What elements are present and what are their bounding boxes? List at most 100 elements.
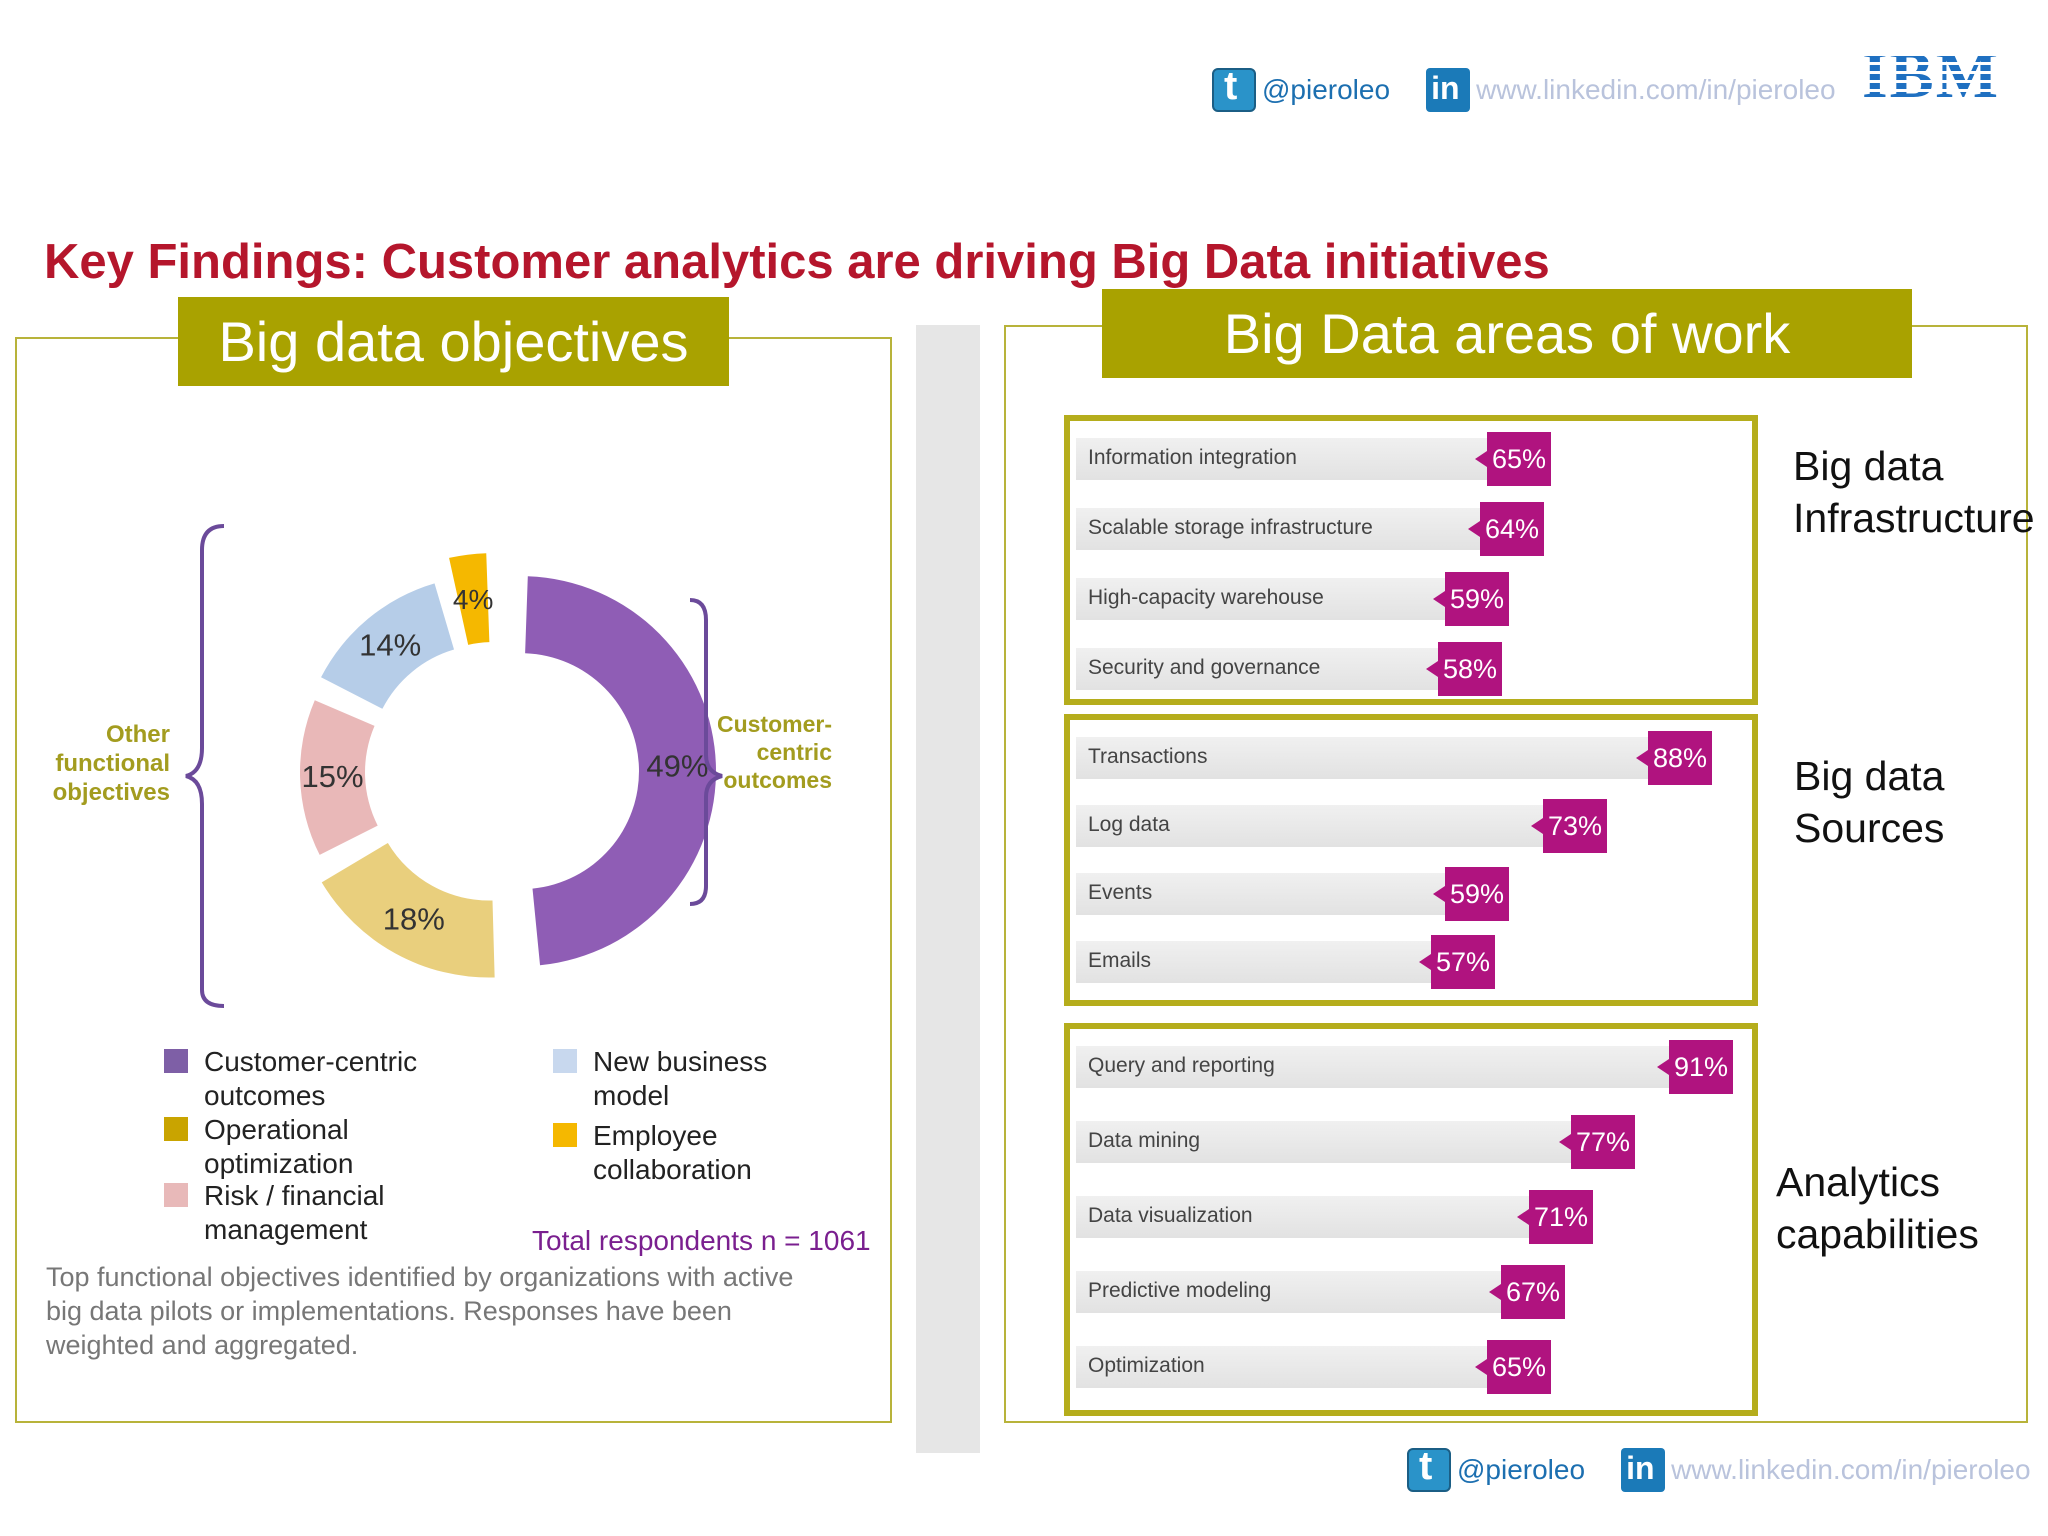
- bar-category-label: Scalable storage infrastructure: [1088, 516, 1373, 539]
- bar-row: Security and governance 58%: [1076, 642, 1502, 696]
- legend-label: model: [593, 1080, 670, 1111]
- bar-value-label: 73%: [1531, 799, 1607, 853]
- social-bar-bottom: @pieroleo www.linkedin.com/in/pieroleo: [1407, 1444, 2031, 1492]
- bar-group-title-line: Big data: [1794, 753, 1945, 799]
- bar-row: Scalable storage infrastructure 64%: [1076, 502, 1544, 556]
- bar-group-title-line: Big data: [1793, 443, 1944, 489]
- bar-row: Predictive modeling 67%: [1076, 1265, 1565, 1319]
- customer-centric-label: Customer- centric outcomes: [706, 710, 832, 794]
- legend-label: Customer-centric: [204, 1046, 418, 1077]
- legend-col-1: Customer-centric outcomes Operational opti…: [164, 1045, 417, 1247]
- objectives-header: Big data objectives: [178, 297, 729, 386]
- bar-value-label: 64%: [1468, 502, 1544, 556]
- donut-value-label: 18%: [383, 902, 445, 937]
- bar-track: [1076, 1121, 1579, 1163]
- bar-group-title: Big data Infrastructure: [1793, 440, 2035, 544]
- bar-value-label: 65%: [1475, 432, 1551, 486]
- legend-swatch: [164, 1183, 188, 1207]
- bar-track: [1076, 578, 1453, 620]
- bar-group-title: Analytics capabilities: [1776, 1156, 1979, 1260]
- total-respondents: Total respondents n = 1061: [532, 1225, 871, 1256]
- bar-category-label: Log data: [1088, 813, 1170, 836]
- legend-label: Risk / financial: [204, 1180, 385, 1211]
- bar-group-title-line: Analytics: [1776, 1159, 1941, 1205]
- legend-item-operational: Operational optimization: [164, 1113, 417, 1181]
- donut-value-label: 4%: [453, 584, 493, 615]
- bar-category-label: Query and reporting: [1088, 1054, 1275, 1077]
- donut-value-label: 14%: [359, 627, 421, 662]
- bar-track: [1076, 648, 1446, 690]
- bar-group-title-line: capabilities: [1776, 1211, 1979, 1257]
- legend-col-2: New business model Employee collaboration: [553, 1045, 767, 1187]
- bar-row: Log data 73%: [1076, 799, 1607, 853]
- bar-category-label: Data visualization: [1088, 1204, 1253, 1227]
- bar-row: High-capacity warehouse 59%: [1076, 572, 1509, 626]
- bar-value-label: 91%: [1657, 1040, 1733, 1094]
- legend-label: New business: [593, 1046, 768, 1077]
- ibm-logo: IBM: [1862, 39, 2000, 112]
- bar-track: [1076, 438, 1495, 480]
- legend-label: optimization: [204, 1148, 354, 1179]
- bar-group-title: Big data Sources: [1794, 750, 1944, 854]
- customer-centric-line: centric: [756, 739, 832, 765]
- bar-value-label: 67%: [1489, 1265, 1565, 1319]
- bar-value-label: 57%: [1419, 935, 1495, 989]
- social-bar-top: @pieroleo www.linkedin.com/in/pieroleo: [1212, 64, 1836, 112]
- areas-header: Big Data areas of work: [1102, 289, 1912, 378]
- linkedin-icon[interactable]: [1426, 68, 1471, 112]
- bar-track: [1076, 873, 1453, 915]
- legend-item-employee: Employee collaboration: [553, 1119, 767, 1187]
- linkedin-icon[interactable]: [1621, 1448, 1666, 1492]
- bar-row: Optimization 65%: [1076, 1340, 1551, 1394]
- bar-value-label: 65%: [1475, 1340, 1551, 1394]
- donut-value-label: 15%: [302, 759, 364, 794]
- twitter-handle[interactable]: @pieroleo: [1262, 74, 1391, 105]
- other-objectives-label: Other functional objectives: [40, 720, 170, 807]
- right-brace: [689, 598, 723, 906]
- donut-slice: [449, 553, 490, 645]
- bar-row: Query and reporting 91%: [1076, 1040, 1733, 1094]
- bar-track: [1076, 508, 1488, 550]
- bar-track: [1076, 941, 1439, 983]
- bar-value-label: 88%: [1636, 731, 1712, 785]
- bar-value-label: 59%: [1433, 867, 1509, 921]
- legend-item-risk: Risk / financial management: [164, 1179, 417, 1247]
- bar-category-label: Security and governance: [1088, 656, 1321, 679]
- other-objectives-line: Other: [105, 721, 170, 748]
- legend-item-new-business: New business model: [553, 1045, 767, 1113]
- bar-row: Data visualization 71%: [1076, 1190, 1593, 1244]
- legend-swatch: [553, 1123, 577, 1147]
- legend-swatch: [164, 1049, 188, 1073]
- bar-value-label: 71%: [1517, 1190, 1593, 1244]
- legend-label: Employee: [593, 1120, 718, 1151]
- donut-slice: [321, 842, 495, 978]
- bar-track: [1076, 1196, 1537, 1238]
- legend-swatch: [553, 1049, 577, 1073]
- linkedin-url[interactable]: www.linkedin.com/in/pieroleo: [1671, 1454, 2031, 1485]
- bar-category-label: Events: [1088, 881, 1153, 904]
- bar-value-label: 58%: [1426, 642, 1502, 696]
- bar-value-label: 77%: [1559, 1115, 1635, 1169]
- bar-track: [1076, 1046, 1677, 1088]
- legend-label: outcomes: [204, 1080, 326, 1111]
- objectives-donut-chart: 49% 18% 15% 14% 4%: [185, 524, 723, 1008]
- donut-slice: [300, 700, 378, 855]
- legend-label: collaboration: [593, 1154, 752, 1185]
- other-objectives-line: functional: [55, 750, 170, 777]
- twitter-handle[interactable]: @pieroleo: [1457, 1454, 1586, 1485]
- twitter-icon[interactable]: [1212, 64, 1256, 112]
- donut-value-label: 49%: [646, 748, 708, 783]
- linkedin-url[interactable]: www.linkedin.com/in/pieroleo: [1476, 74, 1836, 105]
- customer-centric-line: outcomes: [723, 767, 832, 793]
- bar-category-label: Predictive modeling: [1088, 1279, 1272, 1302]
- twitter-icon[interactable]: [1407, 1444, 1451, 1492]
- bar-track: [1076, 1346, 1495, 1388]
- bar-category-label: Emails: [1088, 949, 1152, 972]
- bar-track: [1076, 737, 1656, 779]
- bar-row: Events 59%: [1076, 867, 1509, 921]
- legend-swatch: [164, 1117, 188, 1141]
- page-title: Key Findings: Customer analytics are dri…: [44, 235, 1550, 289]
- bar-row: Data mining 77%: [1076, 1115, 1635, 1169]
- legend-label: Operational: [204, 1114, 349, 1145]
- bar-row: Emails 57%: [1076, 935, 1495, 989]
